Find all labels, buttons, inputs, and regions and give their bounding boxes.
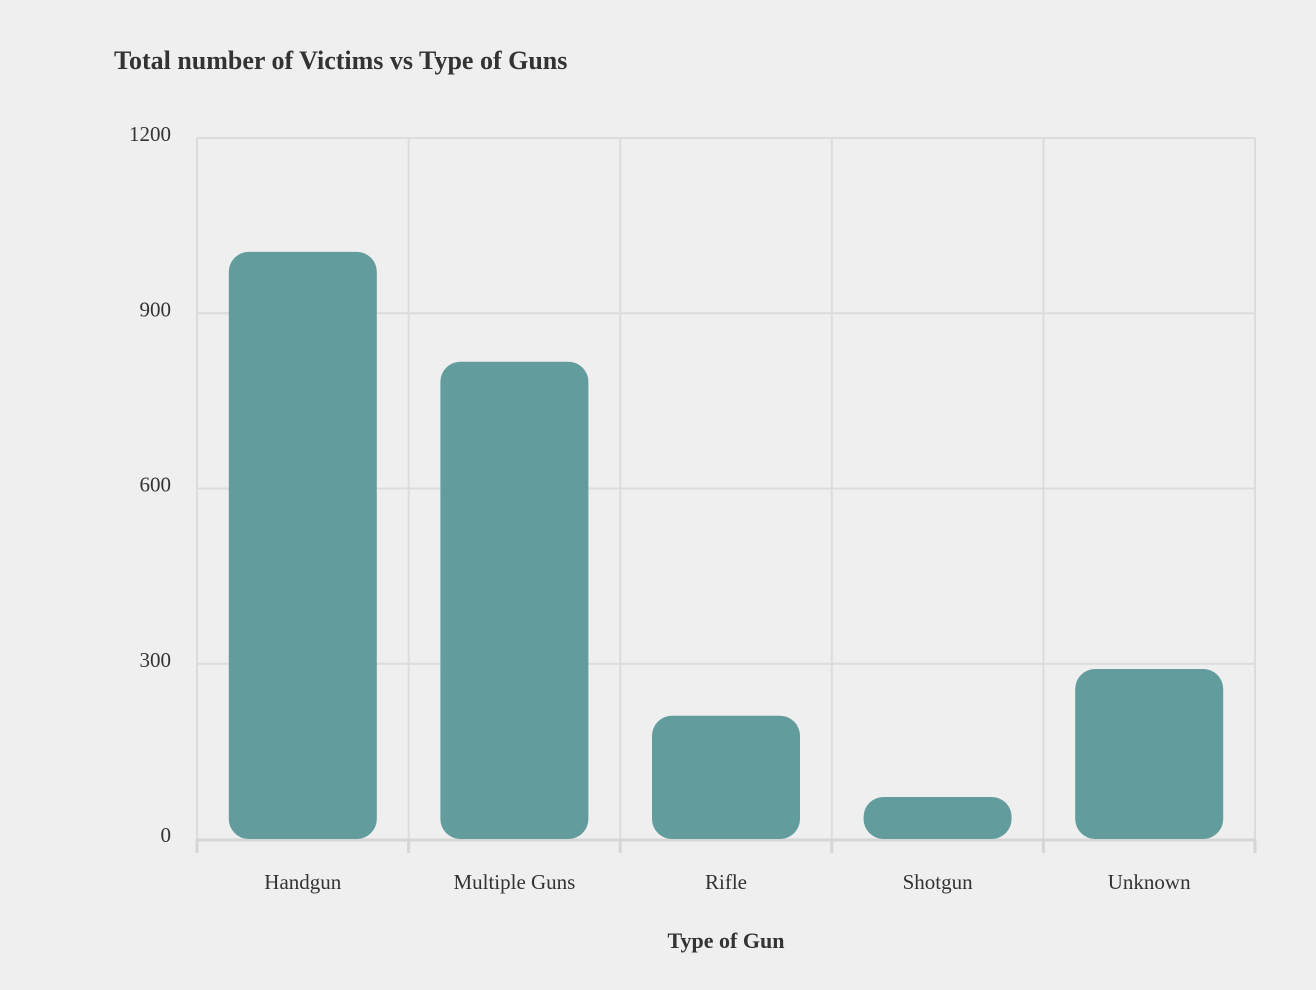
y-tick-label: 0 (161, 823, 172, 847)
x-tick-label: Multiple Guns (453, 870, 575, 894)
y-axis-ticks: 0 300 600 900 1200 (129, 122, 171, 847)
bar-shotgun (863, 796, 1012, 839)
chart-title: Total number of Victims vs Type of Guns (114, 46, 567, 75)
x-tick-label: Rifle (705, 870, 747, 894)
bar-handgun (228, 251, 377, 840)
bar-unknown (1075, 669, 1224, 839)
y-tick-label: 1200 (129, 122, 171, 146)
bars (228, 251, 1224, 840)
bar-multiple-guns (440, 361, 589, 839)
x-axis-label: Type of Gun (668, 928, 785, 953)
y-tick-label: 300 (140, 648, 172, 672)
x-tick-label: Unknown (1108, 870, 1191, 894)
bar-rifle (652, 715, 800, 839)
x-axis-ticks: Handgun Multiple Guns Rifle Shotgun Unknown (264, 870, 1191, 894)
x-tick-label: Shotgun (903, 870, 974, 894)
y-tick-label: 600 (140, 473, 172, 497)
y-tick-label: 900 (140, 297, 172, 321)
x-tick-label: Handgun (264, 870, 341, 894)
